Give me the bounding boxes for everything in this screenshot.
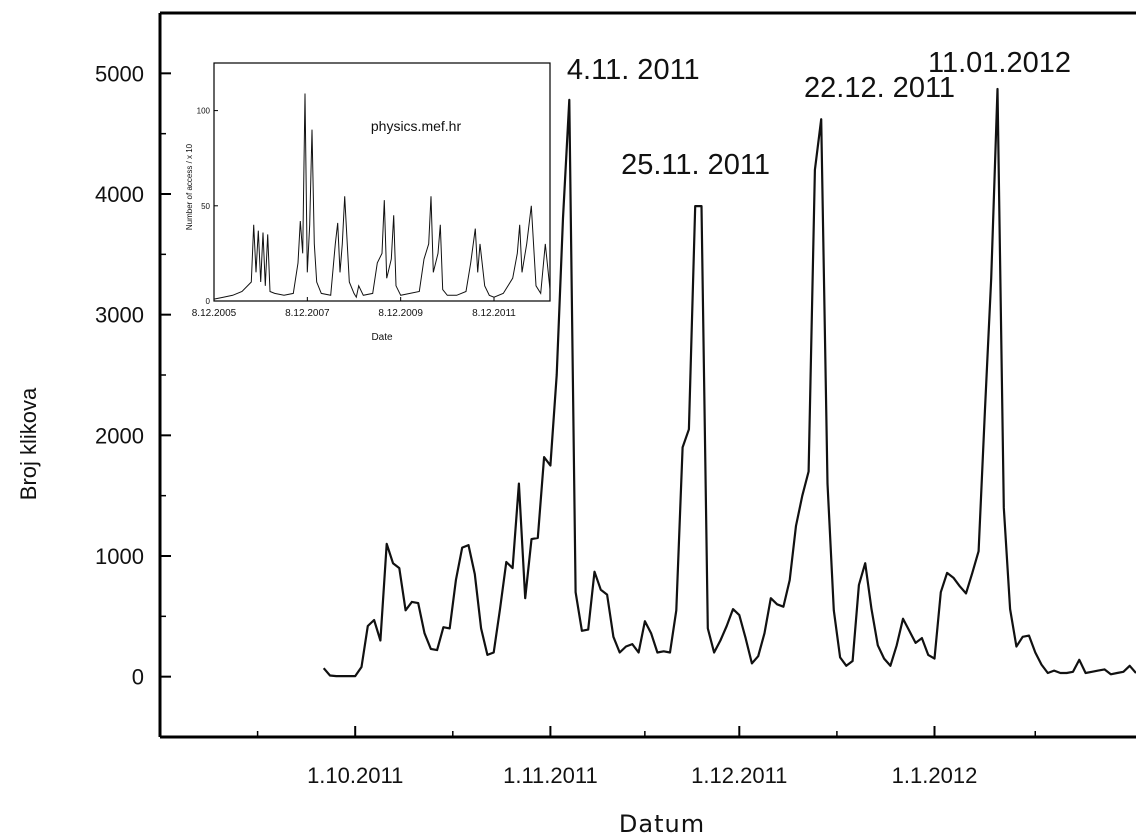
inset-series-line (213, 93, 551, 300)
inset-y-ticks: 0 50 100 (197, 107, 218, 306)
inset-title: physics.mef.hr (371, 118, 462, 134)
inset-y-tick-label: 0 (206, 297, 211, 306)
peak-annotation: 4.11. 2011 (567, 54, 700, 86)
y-tick-label: 3000 (95, 303, 144, 328)
inset-x-tick-label: 8.12.2009 (378, 308, 423, 319)
y-tick-label: 0 (132, 665, 144, 690)
y-ticks: 0 1000 2000 3000 4000 5000 (95, 61, 171, 738)
y-tick-label: 1000 (95, 544, 144, 569)
inset-x-axis-label: Date (371, 332, 393, 343)
x-ticks: 1.10.2011 1.11.2011 1.12.2011 1.1.2012 (256, 726, 1037, 788)
annotations: 4.11. 2011 25.11. 2011 22.12. 201111.01.20… (567, 47, 1071, 181)
inset-x-ticks: 8.12.2005 8.12.2007 8.12.2009 8.12.2011 (192, 297, 516, 319)
peak-annotation: 11.01.2012 (928, 47, 1071, 79)
x-tick-label: 1.10.2011 (307, 763, 403, 788)
peak-annotation: 25.11. 2011 (621, 149, 770, 181)
inset-y-axis-label: Number of access / x 10 (185, 143, 194, 230)
y-tick-label: 4000 (95, 182, 144, 207)
inset-x-tick-label: 8.12.2007 (285, 308, 330, 319)
series-line (322, 87, 1136, 678)
x-tick-label: 1.1.2012 (892, 763, 978, 788)
y-tick-label: 5000 (95, 61, 144, 86)
inset-y-tick-label: 50 (201, 202, 210, 211)
inset-frame (213, 62, 551, 302)
x-tick-label: 1.11.2011 (503, 763, 598, 788)
y-tick-label: 2000 (95, 423, 144, 448)
inset-x-tick-label: 8.12.2011 (472, 308, 516, 319)
x-axis-label: Datum (619, 810, 705, 838)
inset-x-tick-label: 8.12.2005 (192, 308, 237, 319)
inset-y-tick-label: 100 (197, 107, 211, 116)
y-axis-label: Broj klikova (16, 387, 41, 500)
x-tick-label: 1.12.2011 (691, 763, 787, 788)
peak-annotation: 22.12. 2011 (804, 72, 955, 104)
